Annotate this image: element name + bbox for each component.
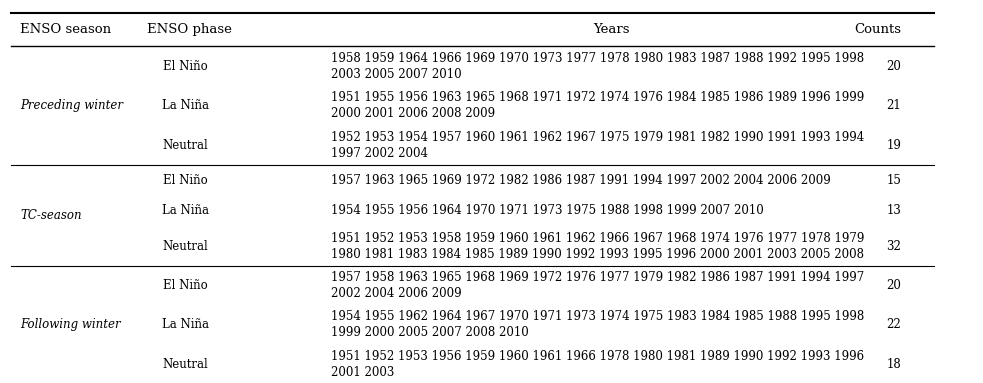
Text: ENSO phase: ENSO phase (147, 23, 232, 36)
Text: El Niño: El Niño (163, 279, 207, 292)
Text: La Niña: La Niña (161, 205, 208, 218)
Text: La Niña: La Niña (161, 99, 208, 112)
Text: El Niño: El Niño (163, 173, 207, 187)
Text: Neutral: Neutral (162, 139, 208, 152)
Text: 20: 20 (886, 60, 901, 73)
Text: 1958 1959 1964 1966 1969 1970 1973 1977 1978 1980 1983 1987 1988 1992 1995 1998
: 1958 1959 1964 1966 1969 1970 1973 1977 … (331, 52, 864, 81)
Text: 1954 1955 1962 1964 1967 1970 1971 1973 1974 1975 1983 1984 1985 1988 1995 1998
: 1954 1955 1962 1964 1967 1970 1971 1973 … (331, 311, 864, 339)
Text: El Niño: El Niño (163, 60, 207, 73)
Text: 21: 21 (887, 99, 901, 112)
Text: 20: 20 (886, 279, 901, 292)
Text: La Niña: La Niña (161, 319, 208, 331)
Text: Years: Years (593, 23, 629, 36)
Text: 18: 18 (887, 358, 901, 371)
Text: Following winter: Following winter (21, 319, 121, 331)
Text: Counts: Counts (854, 23, 901, 36)
Text: 15: 15 (886, 173, 901, 187)
Text: 1951 1955 1956 1963 1965 1968 1971 1972 1974 1976 1984 1985 1986 1989 1996 1999
: 1951 1955 1956 1963 1965 1968 1971 1972 … (331, 91, 864, 120)
Text: 1957 1963 1965 1969 1972 1982 1986 1987 1991 1994 1997 2002 2004 2006 2009: 1957 1963 1965 1969 1972 1982 1986 1987 … (331, 173, 831, 187)
Text: 1951 1952 1953 1956 1959 1960 1961 1966 1978 1980 1981 1989 1990 1992 1993 1996
: 1951 1952 1953 1956 1959 1960 1961 1966 … (331, 350, 864, 379)
Text: TC-season: TC-season (21, 209, 82, 222)
Text: 22: 22 (887, 319, 901, 331)
Text: 1957 1958 1963 1965 1968 1969 1972 1976 1977 1979 1982 1986 1987 1991 1994 1997
: 1957 1958 1963 1965 1968 1969 1972 1976 … (331, 271, 864, 300)
Text: Neutral: Neutral (162, 358, 208, 371)
Text: Preceding winter: Preceding winter (21, 99, 123, 112)
Text: 1954 1955 1956 1964 1970 1971 1973 1975 1988 1998 1999 2007 2010: 1954 1955 1956 1964 1970 1971 1973 1975 … (331, 205, 764, 218)
Text: ENSO season: ENSO season (21, 23, 111, 36)
Text: 1951 1952 1953 1958 1959 1960 1961 1962 1966 1967 1968 1974 1976 1977 1978 1979
: 1951 1952 1953 1958 1959 1960 1961 1962 … (331, 232, 864, 260)
Text: Neutral: Neutral (162, 240, 208, 253)
Text: 1952 1953 1954 1957 1960 1961 1962 1967 1975 1979 1981 1982 1990 1991 1993 1994
: 1952 1953 1954 1957 1960 1961 1962 1967 … (331, 131, 864, 160)
Text: 32: 32 (886, 240, 901, 253)
Text: 19: 19 (886, 139, 901, 152)
Text: 13: 13 (886, 205, 901, 218)
